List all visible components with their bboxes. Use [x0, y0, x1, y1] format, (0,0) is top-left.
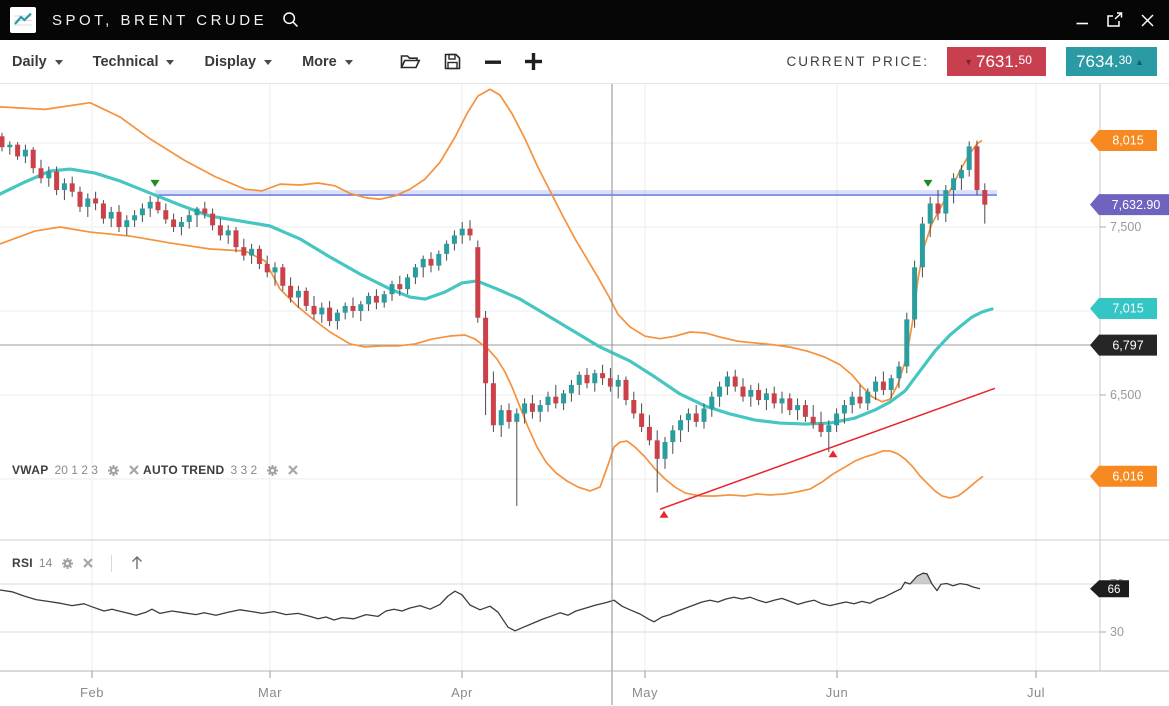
- price-badge: [1090, 129, 1157, 151]
- y-axis-tick-label: 7,500: [1110, 220, 1141, 234]
- toolbar: Daily Technical Display More: [0, 40, 1169, 84]
- rsi-params: 14: [38, 556, 53, 570]
- price-badge: [1090, 297, 1157, 319]
- y-axis-tick-label: 6,500: [1110, 388, 1141, 402]
- menu-display-label: Display: [204, 53, 257, 70]
- legend-separator: [111, 554, 113, 572]
- swing-high-marker-icon: [923, 179, 933, 187]
- x-axis-month-label: May: [632, 685, 658, 700]
- current-price-panel: CURRENT PRICE: ▼ 7631. 50 7634. 30 ▲: [786, 47, 1157, 76]
- close-icon[interactable]: [288, 465, 298, 475]
- ask-price-badge: 7634. 30 ▲: [1066, 47, 1157, 76]
- price-badge-label: 66: [1108, 584, 1121, 596]
- rsi-overbought-fill: [910, 573, 932, 584]
- price-badge-label: 8,015: [1112, 134, 1143, 148]
- ask-price-dec: 30: [1118, 52, 1132, 67]
- moving-average-line: [0, 167, 994, 426]
- vwap-label: VWAP: [12, 463, 49, 477]
- chart-area: 7,5006,5007030FebMarAprMayJunJul8,0157,6…: [0, 84, 1169, 706]
- auto-trend-params: 3 3 2: [230, 463, 258, 477]
- zoom-in-icon[interactable]: [524, 52, 543, 71]
- bid-price-dec: 50: [1018, 52, 1032, 67]
- window-title: SPOT, BRENT CRUDE: [52, 11, 268, 29]
- swing-low-marker-icon: [659, 510, 669, 518]
- lower-band-line: [0, 226, 984, 499]
- menu-technical[interactable]: Technical: [93, 54, 175, 70]
- indicator-legend-auto-trend: AUTO TREND 3 3 2: [143, 461, 298, 479]
- minimize-icon[interactable]: [1075, 13, 1090, 28]
- x-axis-month-label: Apr: [451, 685, 473, 700]
- trend-line: [659, 387, 996, 510]
- indicator-legend-vwap: VWAP 20 1 2 3: [12, 461, 139, 479]
- price-badge: [1090, 465, 1157, 487]
- rsi-label: RSI: [12, 556, 33, 570]
- swing-high-marker-icon: [150, 179, 160, 187]
- price-badge: [1090, 580, 1129, 598]
- price-badge-label: 7,015: [1112, 302, 1143, 316]
- move-pane-up-icon[interactable]: [130, 555, 144, 571]
- price-badge: [1090, 334, 1157, 356]
- price-badge-label: 6,797: [1112, 338, 1143, 352]
- title-bar: SPOT, BRENT CRUDE: [0, 0, 1169, 40]
- close-icon[interactable]: [83, 558, 94, 568]
- menu-more[interactable]: More: [302, 54, 353, 70]
- rsi-line: [0, 572, 981, 632]
- arrow-down-icon: ▼: [964, 56, 973, 67]
- price-badge-label: 6,016: [1112, 470, 1143, 484]
- menu-more-label: More: [302, 53, 337, 70]
- window-controls: [1075, 12, 1159, 28]
- swing-low-marker-icon: [828, 450, 838, 458]
- y-axis-tick-label: 30: [1110, 625, 1124, 639]
- chevron-down-icon: [264, 60, 273, 65]
- price-chart-canvas[interactable]: 7,5006,5007030FebMarAprMayJunJul8,0157,6…: [0, 84, 1169, 706]
- menu-technical-label: Technical: [92, 53, 159, 70]
- gear-icon[interactable]: [266, 464, 279, 477]
- search-icon[interactable]: [281, 10, 301, 30]
- menu-display[interactable]: Display: [204, 53, 273, 70]
- ask-price-int: 7634.: [1076, 51, 1119, 71]
- bid-price-int: 7631.: [976, 51, 1019, 71]
- arrow-up-icon: ▲: [1134, 56, 1144, 67]
- x-axis-month-label: Mar: [258, 685, 282, 700]
- app-logo-icon: [10, 7, 36, 33]
- bid-price-badge: ▼ 7631. 50: [947, 47, 1046, 76]
- price-badge: [1090, 194, 1169, 216]
- popout-icon[interactable]: [1106, 12, 1124, 28]
- current-price-label: CURRENT PRICE:: [786, 54, 929, 69]
- chevron-down-icon: [166, 60, 175, 65]
- open-folder-icon[interactable]: [399, 52, 421, 71]
- candlestick-series: [0, 132, 988, 506]
- close-icon[interactable]: [129, 465, 139, 475]
- upper-band-line: [0, 88, 983, 403]
- gear-icon[interactable]: [107, 464, 120, 477]
- menu-daily[interactable]: Daily: [12, 54, 63, 70]
- vwap-params: 20 1 2 3: [54, 463, 98, 477]
- x-axis-month-label: Jul: [1027, 685, 1045, 700]
- x-axis-month-label: Jun: [826, 685, 848, 700]
- menu-daily-label: Daily: [12, 53, 47, 70]
- price-badge-label: 7,632.90: [1112, 198, 1161, 212]
- zoom-out-icon[interactable]: [484, 53, 502, 71]
- resistance-zone: [155, 190, 997, 196]
- chevron-down-icon: [344, 60, 353, 65]
- x-axis-month-label: Feb: [80, 685, 104, 700]
- gear-icon[interactable]: [61, 557, 74, 570]
- auto-trend-label: AUTO TREND: [143, 463, 225, 477]
- close-icon[interactable]: [1140, 13, 1155, 28]
- save-icon[interactable]: [443, 52, 462, 71]
- indicator-legend-rsi: RSI 14: [12, 554, 144, 572]
- chevron-down-icon: [54, 60, 63, 65]
